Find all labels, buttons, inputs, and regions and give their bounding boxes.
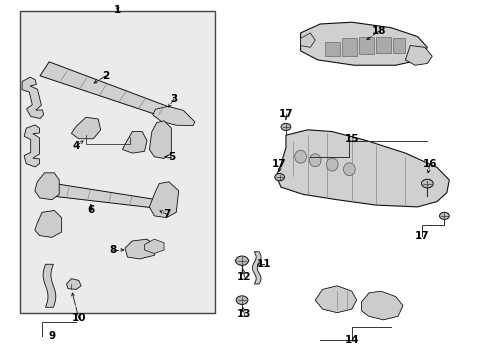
Polygon shape (276, 130, 448, 207)
Polygon shape (315, 286, 356, 313)
Ellipse shape (343, 163, 354, 176)
Text: 5: 5 (167, 152, 175, 162)
Polygon shape (24, 125, 40, 167)
Text: 17: 17 (414, 231, 429, 240)
Polygon shape (149, 182, 178, 218)
Circle shape (281, 123, 290, 131)
Polygon shape (40, 62, 184, 122)
Polygon shape (122, 132, 147, 153)
Circle shape (235, 256, 248, 265)
Text: 14: 14 (344, 334, 358, 345)
Text: 13: 13 (237, 310, 251, 319)
Polygon shape (252, 252, 261, 284)
Text: 17: 17 (272, 159, 286, 169)
Polygon shape (45, 183, 153, 208)
Polygon shape (234, 257, 249, 264)
Text: 18: 18 (370, 26, 385, 36)
Polygon shape (71, 117, 101, 139)
Polygon shape (144, 239, 163, 253)
Circle shape (421, 179, 432, 188)
Polygon shape (375, 37, 390, 53)
Polygon shape (35, 211, 61, 237)
Polygon shape (43, 264, 56, 307)
Text: 6: 6 (87, 206, 94, 216)
Text: 15: 15 (344, 134, 358, 144)
Circle shape (236, 296, 247, 305)
Polygon shape (325, 42, 339, 56)
Polygon shape (125, 239, 157, 259)
Polygon shape (358, 37, 373, 54)
Text: 11: 11 (256, 259, 271, 269)
Text: 1: 1 (114, 5, 121, 15)
Polygon shape (300, 22, 427, 65)
Text: 2: 2 (102, 71, 109, 81)
Circle shape (439, 212, 448, 220)
Polygon shape (22, 77, 43, 118)
Text: 4: 4 (72, 141, 80, 151)
Text: 8: 8 (109, 245, 116, 255)
Ellipse shape (326, 158, 337, 171)
Polygon shape (149, 121, 171, 158)
Circle shape (274, 174, 284, 181)
Polygon shape (341, 39, 356, 55)
Ellipse shape (294, 150, 306, 163)
Polygon shape (66, 279, 81, 289)
Ellipse shape (309, 154, 321, 167)
Text: 10: 10 (71, 313, 86, 323)
Text: 17: 17 (278, 109, 293, 119)
Text: 16: 16 (422, 159, 436, 169)
Text: 9: 9 (48, 331, 55, 341)
Text: 3: 3 (170, 94, 177, 104)
Polygon shape (35, 173, 59, 200)
Polygon shape (392, 39, 405, 53)
Polygon shape (405, 45, 431, 65)
Polygon shape (361, 291, 402, 320)
Polygon shape (152, 106, 195, 126)
Polygon shape (300, 33, 315, 47)
Bar (20, 12, 215, 313)
Text: 7: 7 (163, 209, 170, 219)
Text: 12: 12 (237, 272, 251, 282)
